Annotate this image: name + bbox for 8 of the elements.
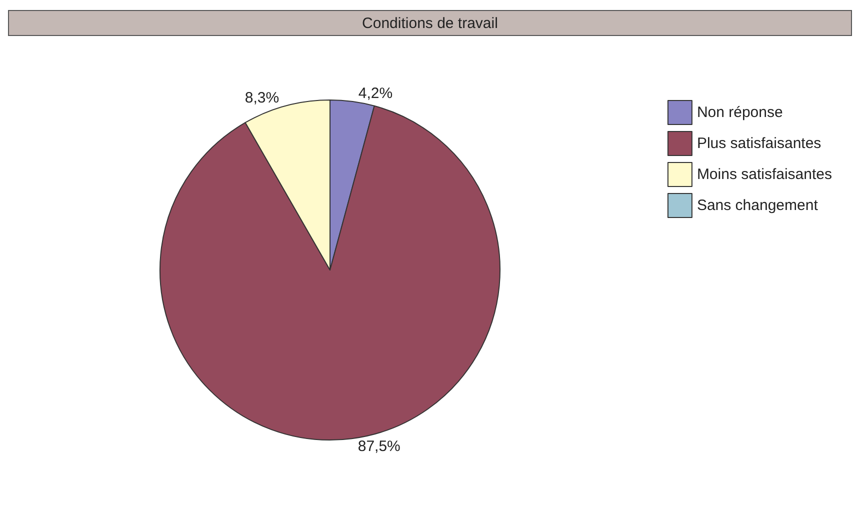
data-label: 4,2% [358,85,393,102]
legend-label: Non réponse [696,104,783,121]
legend-label: Plus satisfaisantes [696,135,822,152]
legend-label: Moins satisfaisantes [696,166,832,183]
chart-title: Conditions de travail [8,10,852,36]
legend-label: Sans changement [696,197,819,214]
data-label: 87,5% [358,438,400,456]
data-label: 8,3% [244,90,280,107]
